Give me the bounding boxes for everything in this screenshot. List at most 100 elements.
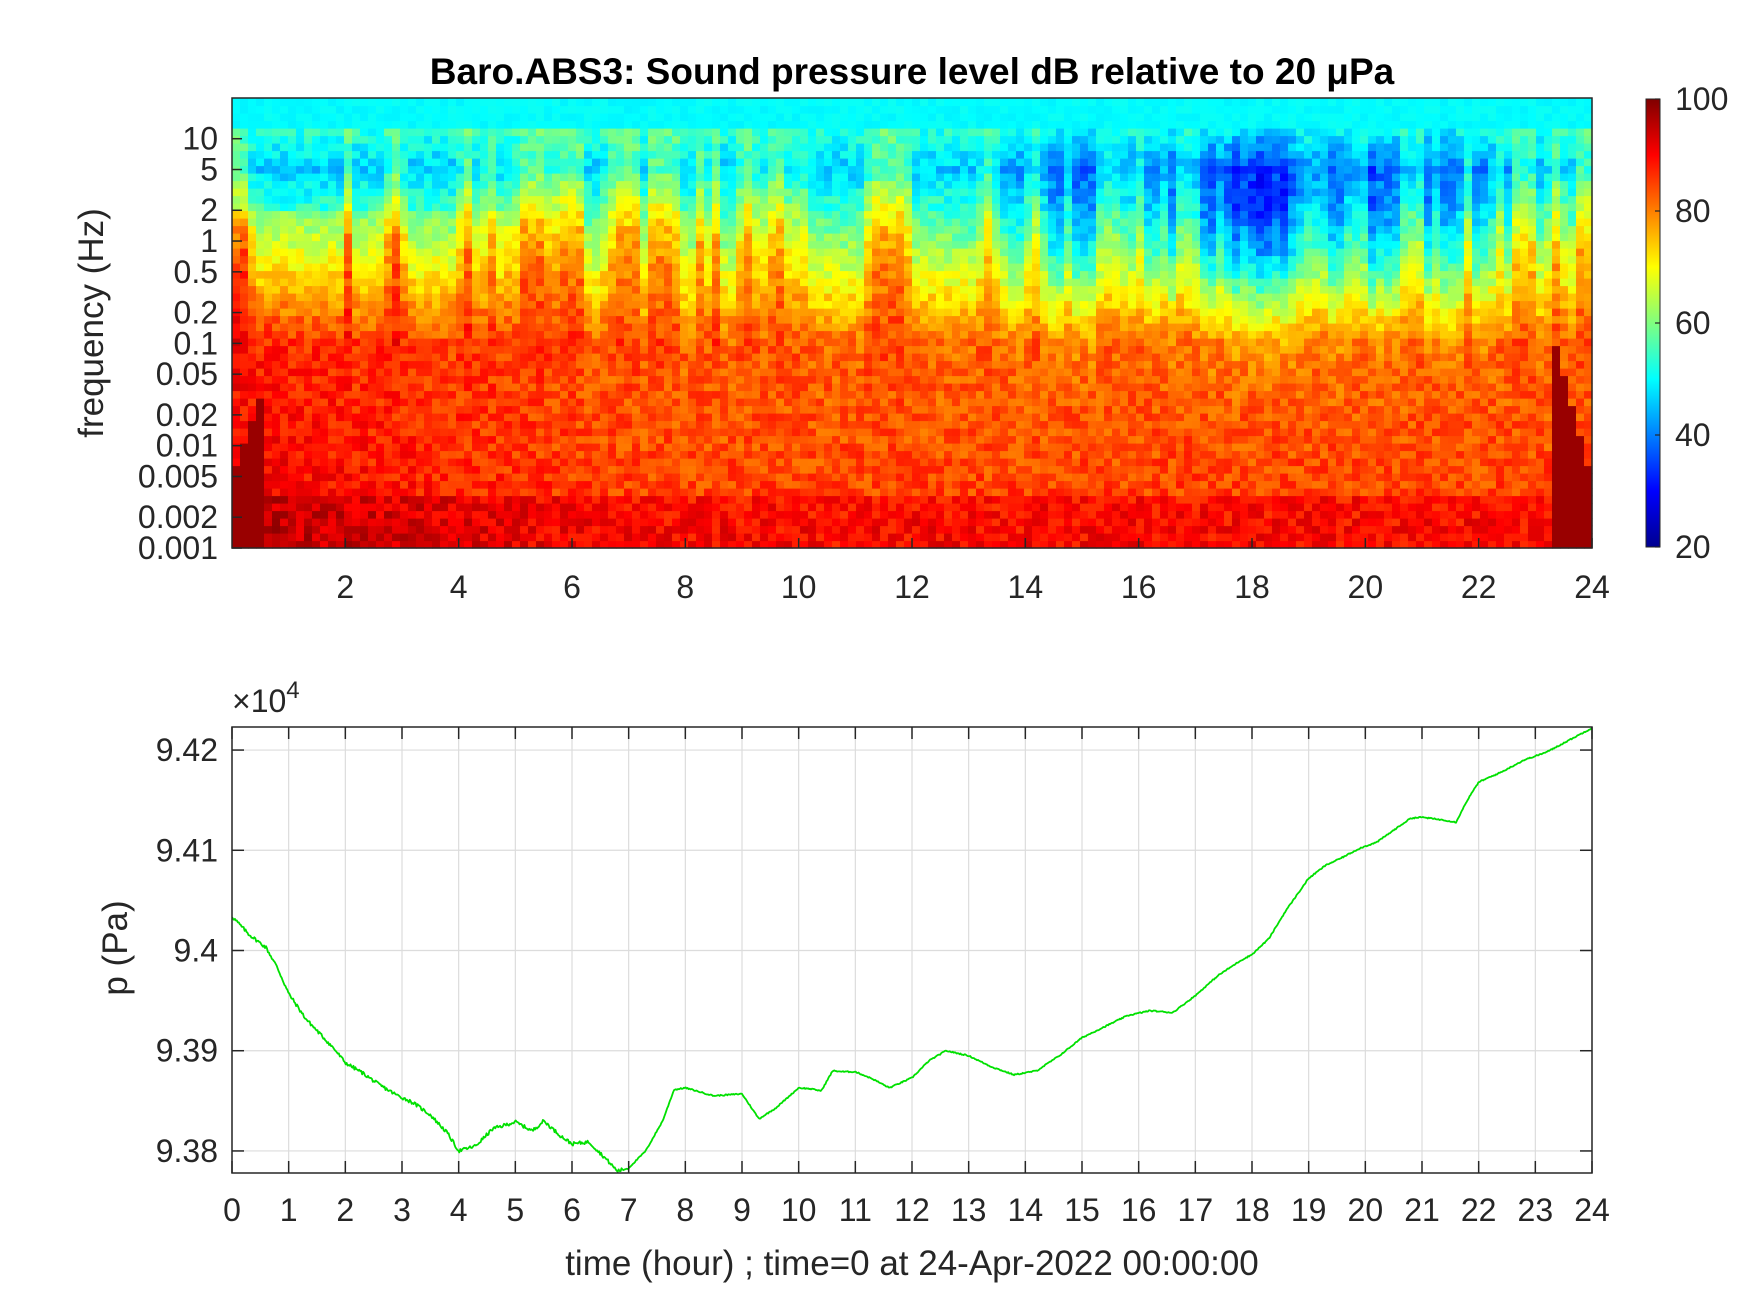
spectrogram-cell — [840, 458, 849, 467]
spectrogram-cell — [664, 420, 673, 429]
spectrogram-cell — [856, 135, 865, 144]
spectrogram-cell — [384, 330, 393, 339]
spectrogram-cell — [808, 375, 817, 384]
spectrogram-cell — [656, 390, 665, 399]
spectrogram-cell — [264, 240, 273, 249]
spectrogram-cell — [736, 518, 745, 527]
spectrogram-cell — [512, 495, 521, 504]
spectrogram-cell — [448, 353, 457, 362]
spectrogram-cell — [664, 398, 673, 407]
spectrogram-cell — [824, 105, 833, 114]
spectrogram-cell — [288, 405, 297, 414]
spectrogram-cell — [240, 203, 249, 212]
spectrogram-cell — [656, 525, 665, 534]
spectrogram-cell — [872, 173, 881, 182]
spectrogram-cell — [472, 323, 481, 332]
spectrogram-cell — [648, 188, 657, 197]
spectrogram-cell — [656, 458, 665, 467]
spectrogram-cell — [792, 323, 801, 332]
spectrogram-cell — [408, 135, 417, 144]
spectrogram-cell — [664, 240, 673, 249]
spectrogram-cell — [280, 360, 289, 369]
spectrogram-cell — [528, 345, 537, 354]
spectrogram-cell — [280, 450, 289, 459]
spectrogram-cell — [256, 480, 265, 489]
spectrogram-cell — [848, 510, 857, 519]
spectrogram-cell — [712, 233, 721, 242]
spectrogram-cell — [544, 293, 553, 302]
spectrogram-cell — [856, 150, 865, 159]
spectrogram-cell — [384, 98, 393, 107]
spectrogram-cell — [536, 218, 545, 227]
spectrogram-cell — [760, 188, 769, 197]
spectrogram-cell — [464, 360, 473, 369]
spectrogram-cell — [816, 488, 825, 497]
spectrogram-cell — [872, 188, 881, 197]
spectrogram-cell — [768, 240, 777, 249]
spectrogram-cell — [864, 315, 873, 324]
spectrogram-cell — [728, 473, 737, 482]
spectrogram-cell — [776, 488, 785, 497]
spectrogram-cell — [336, 263, 345, 272]
spectrogram-cell — [736, 458, 745, 467]
spectrogram-cell — [560, 338, 569, 347]
spectrogram-cell — [888, 465, 897, 474]
spectrogram-cell — [440, 533, 449, 542]
spectrogram-cell — [240, 323, 249, 332]
spectrogram-cell — [784, 248, 793, 257]
spectrogram-cell — [896, 443, 905, 452]
spectrogram-cell — [672, 413, 681, 422]
spectrogram-cell — [720, 518, 729, 527]
spectrogram-cell — [872, 248, 881, 257]
spectrogram-cell — [408, 458, 417, 467]
spectrogram-cell — [744, 173, 753, 182]
spectrogram-cell — [784, 465, 793, 474]
spectrogram-cell — [576, 390, 585, 399]
spectrogram-cell — [816, 330, 825, 339]
spectrogram-cell — [344, 345, 353, 354]
spectrogram-cell — [240, 338, 249, 347]
spectrogram-cell — [744, 105, 753, 114]
spectrogram-cell — [320, 510, 329, 519]
spectrogram-cell — [344, 98, 353, 107]
spectrogram-cell — [680, 488, 689, 497]
spectrogram-cell — [232, 398, 241, 407]
spectrogram-cell — [856, 270, 865, 279]
spectrogram-cell — [696, 360, 705, 369]
spectrogram-cell — [624, 488, 633, 497]
spectrogram-cell — [416, 345, 425, 354]
spectrogram-cell — [712, 128, 721, 137]
spectrogram-cell — [864, 338, 873, 347]
spectrogram-cell — [848, 293, 857, 302]
spectrogram-cell — [240, 540, 249, 549]
spectrogram-cell — [776, 473, 785, 482]
spectrogram-cell — [504, 323, 513, 332]
spectrogram-cell — [832, 278, 841, 287]
spectrogram-cell — [752, 450, 761, 459]
spectrogram-cell — [360, 270, 369, 279]
spectrogram-cell — [600, 413, 609, 422]
spectrogram-cell — [624, 330, 633, 339]
spectrogram-cell — [296, 488, 305, 497]
spectrogram-cell — [280, 443, 289, 452]
spectrogram-cell — [696, 285, 705, 294]
spectrogram-cell — [624, 225, 633, 234]
spectrogram-cell — [312, 255, 321, 264]
spectrogram-cell — [784, 233, 793, 242]
spectrogram-cell — [480, 383, 489, 392]
spectrogram-cell — [808, 503, 817, 512]
spectrogram-cell — [512, 218, 521, 227]
spectrogram-cell — [624, 173, 633, 182]
spectrogram-cell — [592, 488, 601, 497]
spectrogram-cell — [568, 495, 577, 504]
spectrogram-cell — [624, 510, 633, 519]
spectrogram-cell — [400, 450, 409, 459]
spectrogram-cell — [272, 255, 281, 264]
spectrogram-cell — [600, 323, 609, 332]
spectrogram-cell — [296, 98, 305, 107]
spectrogram-cell — [704, 240, 713, 249]
spectrogram-cell — [392, 195, 401, 204]
spectrogram-cell — [800, 518, 809, 527]
spectrogram-cell — [888, 345, 897, 354]
spectrogram-cell — [256, 105, 265, 114]
